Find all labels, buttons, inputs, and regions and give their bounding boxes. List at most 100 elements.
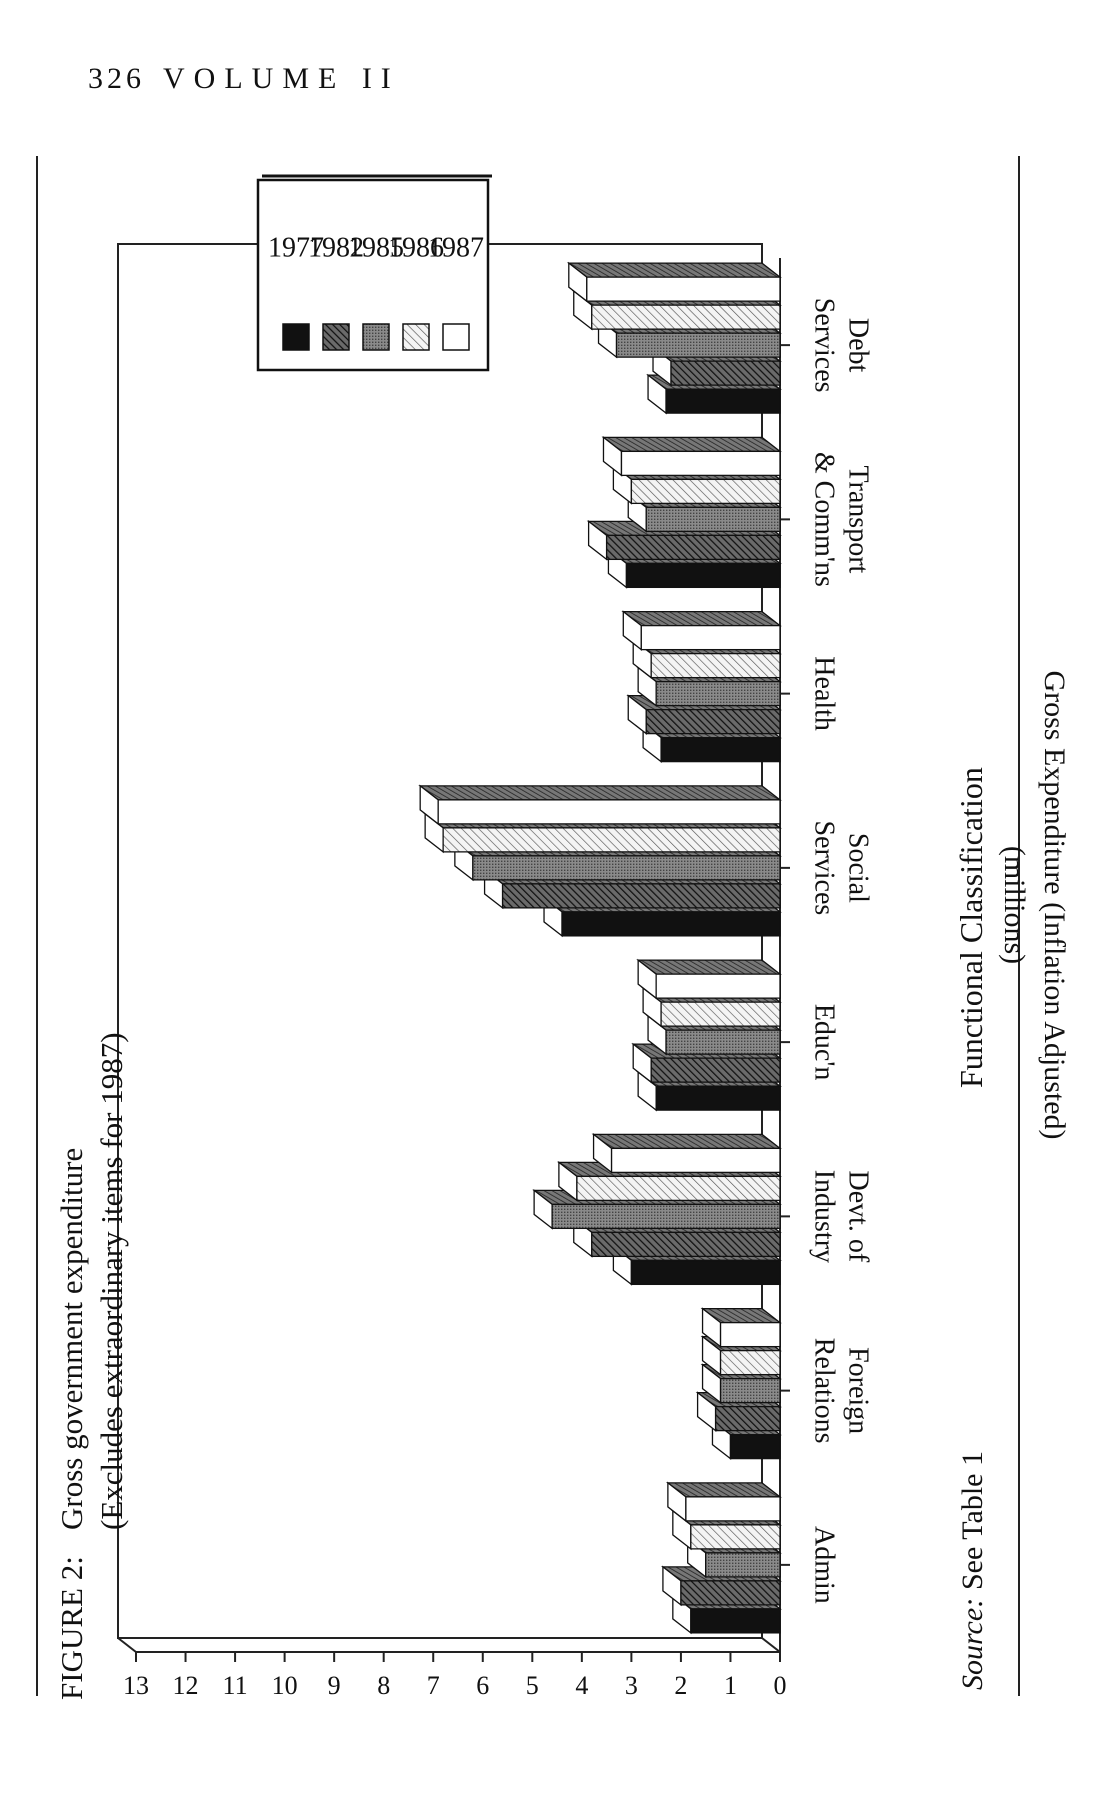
bar [591, 1231, 781, 1258]
bar-side [636, 959, 782, 975]
bar [442, 827, 781, 853]
legend-entry: 1987 [428, 232, 484, 263]
y-tick-label: 13 [123, 1671, 149, 1700]
x-category-label: Services [809, 298, 840, 393]
y-tick-label: 7 [427, 1671, 440, 1700]
y-tick-label: 12 [173, 1671, 199, 1700]
legend-swatch [402, 323, 430, 351]
bar [690, 1608, 781, 1634]
y-tick-label: 11 [223, 1671, 248, 1700]
bar [714, 1405, 781, 1432]
y-tick-label: 3 [625, 1671, 638, 1700]
x-axis-label: Functional Classification [953, 767, 989, 1088]
chart-rotated-group: Gross Expenditure (Inflation Adjusted) (… [117, 174, 1071, 1700]
bar [630, 478, 781, 505]
left-rule [36, 156, 38, 1696]
page-volume: VOLUME II [163, 62, 400, 95]
y-tick-label: 2 [674, 1671, 687, 1700]
figure-title: Gross government expenditure [54, 1148, 89, 1530]
bar [705, 1552, 781, 1578]
bar [719, 1321, 781, 1348]
bar [551, 1203, 781, 1230]
bar [576, 1175, 781, 1202]
floor-edge-left [761, 1637, 781, 1653]
legend-entry: 1982 [308, 232, 364, 263]
y-tick-label: 9 [328, 1671, 341, 1700]
bar [650, 1057, 781, 1083]
bar [665, 388, 781, 414]
x-category-label: Services [809, 820, 840, 915]
bar [437, 799, 781, 825]
bar [655, 1085, 781, 1111]
bar [605, 534, 781, 561]
plot-area: 012345678910111213AdminForeignRelationsD… [117, 174, 874, 1700]
bar [660, 736, 781, 763]
page-number: 326 [88, 62, 145, 95]
bar [561, 911, 781, 937]
bar-side [418, 785, 782, 801]
x-category-label: Health [809, 656, 840, 731]
y-tick-label: 6 [476, 1671, 489, 1700]
legend-box [256, 178, 490, 372]
page-header: 326 VOLUME II [88, 62, 400, 96]
bar [719, 1349, 781, 1376]
bar [501, 883, 781, 909]
bar [472, 855, 781, 881]
x-category-label: Devt. of [843, 1170, 874, 1262]
legend-entry: 1985 [348, 232, 404, 263]
bar [640, 624, 781, 651]
bar [729, 1433, 781, 1460]
source-text: See Table 1 [956, 1451, 989, 1590]
bar [625, 562, 781, 589]
bar-side [665, 1482, 782, 1498]
bar [610, 1147, 781, 1174]
x-category-label: Transport [843, 465, 874, 573]
legend-swatch [322, 323, 350, 351]
x-category-label: Social [843, 833, 874, 903]
x-category-label: Educ'n [809, 1004, 840, 1081]
chart-title: Gross Expenditure (Inflation Adjusted) [1038, 670, 1071, 1139]
bar [685, 1496, 781, 1522]
bar [615, 332, 781, 358]
bar [690, 1524, 781, 1550]
legend-entry: 1986 [388, 232, 444, 263]
x-category-label: & Comm'ns [809, 452, 840, 587]
x-axis-label-group: Functional Classification [953, 767, 989, 1088]
bar [620, 450, 781, 477]
bar-side [591, 1133, 782, 1150]
bar-side [601, 436, 782, 453]
chart-subtitle: (millions) [998, 846, 1031, 964]
bar [630, 1259, 781, 1286]
y-tick-label: 0 [774, 1671, 787, 1700]
bar [591, 304, 781, 330]
x-category-label: Relations [809, 1338, 840, 1444]
x-category-label: Foreign [843, 1347, 874, 1434]
bar [586, 276, 781, 302]
legend-entry: 1977 [268, 232, 324, 263]
y-tick-label: 1 [724, 1671, 737, 1700]
bar-side [566, 262, 782, 278]
legend-swatch [362, 323, 390, 351]
bar [655, 973, 781, 999]
y-tick-label: 4 [575, 1671, 588, 1700]
bar-side [621, 610, 782, 627]
value-axis-top-edge [117, 1637, 137, 1653]
y-tick-label: 8 [377, 1671, 390, 1700]
bar [645, 506, 781, 533]
bar [650, 652, 781, 679]
source-note: Source: See Table 1 [956, 1451, 989, 1690]
legend-swatch [442, 323, 470, 351]
bar [645, 708, 781, 735]
bar [680, 1580, 781, 1606]
x-category-label: Industry [809, 1170, 840, 1263]
bar [665, 1029, 781, 1055]
right-rule [1018, 156, 1020, 1696]
figure-subtitle: (Excludes extraordinary items for 1987) [94, 1032, 129, 1530]
bar [719, 1377, 781, 1404]
figure-caption: FIGURE 2: Gross government expenditure (… [54, 1032, 129, 1700]
bar [670, 360, 781, 386]
x-category-label: Admin [809, 1526, 840, 1604]
source-label: Source: [956, 1598, 989, 1690]
y-tick-label: 10 [272, 1671, 298, 1700]
